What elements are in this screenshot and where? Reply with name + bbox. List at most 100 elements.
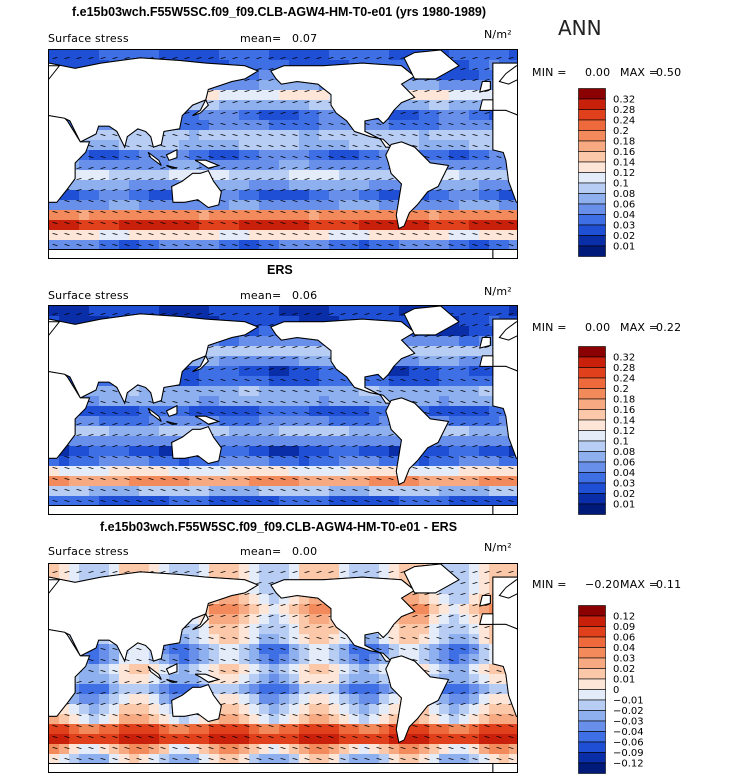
colorbar-tick-label: 0.08: [613, 447, 635, 458]
colorbar-tick-label: 0.02: [613, 489, 635, 500]
colorbar-swatch: [579, 648, 606, 659]
colorbar-tick-label: 0.01: [613, 242, 635, 253]
mean-value: 0.00: [292, 545, 317, 558]
colorbar-tick-label: 0.32: [613, 95, 635, 106]
colorbar-swatch: [579, 194, 606, 205]
colorbar-tick-label: 0.01: [613, 675, 635, 686]
colorbar-tick-label: 0.24: [613, 116, 635, 127]
colorbar-swatch: [579, 347, 606, 358]
colorbar-tick-label: 0.04: [613, 643, 635, 654]
colorbar-tick-label: 0.04: [613, 468, 635, 479]
colorbar-tick-label: 0.06: [613, 633, 635, 644]
max-value: 0.11: [656, 578, 681, 591]
colorbar-tick-label: 0.09: [613, 622, 635, 633]
colorbar-swatch: [579, 669, 606, 680]
colorbar-swatch: [579, 763, 606, 774]
colorbar-swatch: [579, 742, 606, 753]
colorbar-tick-label: 0.24: [613, 374, 635, 385]
colorbar-swatch: [579, 700, 606, 711]
surface-stress-map-diff: [48, 563, 518, 773]
colorbar-swatch: [579, 483, 606, 494]
colorbar-tick-label: −0.04: [613, 727, 644, 738]
min-value: −0.20: [585, 578, 620, 591]
colorbar-swatch: [579, 141, 606, 152]
colorbar-tick-label: 0.1: [613, 437, 629, 448]
colorbar-tick-label: 0.2: [613, 126, 629, 137]
colorbar-swatch: [579, 606, 606, 617]
colorbar-swatch: [579, 99, 606, 110]
min-value: 0.00: [585, 66, 610, 79]
colorbar-tick-label: 0.12: [613, 612, 635, 623]
units-label: N/m²: [484, 28, 512, 41]
colorbar-tick-label: 0.03: [613, 654, 635, 665]
colorbar-tick-label: 0.03: [613, 479, 635, 490]
mean-label: mean=: [240, 32, 281, 45]
colorbar-swatch: [579, 473, 606, 484]
colorbar-tick-label: 0.02: [613, 231, 635, 242]
colorbar-tick-label: 0.16: [613, 405, 635, 416]
colorbar-swatch: [579, 658, 606, 669]
colorbar-tick-label: −0.01: [613, 696, 644, 707]
colorbar-tick-label: 0.03: [613, 221, 635, 232]
colorbar-tick-label: 0.1: [613, 179, 629, 190]
panel-title-model: f.e15b03wch.F55W5SC.f09_f09.CLB-AGW4-HM-…: [72, 5, 486, 19]
colorbar-tick-label: 0.06: [613, 458, 635, 469]
colorbar-swatch: [579, 183, 606, 194]
colorbar-swatch: [579, 110, 606, 121]
colorbar-tick-label: 0.16: [613, 147, 635, 158]
max-label: MAX =: [620, 66, 658, 79]
colorbar-swatch: [579, 504, 606, 515]
surface-stress-map-model: [48, 49, 518, 259]
colorbar-swatch: [579, 452, 606, 463]
colorbar-tick-label: 0.06: [613, 200, 635, 211]
mean-label: mean=: [240, 289, 281, 302]
min-value: 0.00: [585, 321, 610, 334]
colorbar-swatch: [579, 690, 606, 701]
colorbar-tick-label: 0.14: [613, 158, 635, 169]
min-label: MIN =: [532, 66, 567, 79]
min-label: MIN =: [532, 321, 567, 334]
colorbar-swatch: [579, 462, 606, 473]
colorbar-swatch: [579, 389, 606, 400]
field-label: Surface stress: [48, 32, 129, 45]
panel-title-diff: f.e15b03wch.F55W5SC.f09_f09.CLB-AGW4-HM-…: [100, 520, 457, 534]
colorbar-tick-label: 0.32: [613, 353, 635, 364]
colorbar-swatch: [579, 753, 606, 764]
colorbar-swatch: [579, 627, 606, 638]
colorbar-swatch: [579, 494, 606, 505]
colorbar-swatch: [579, 732, 606, 743]
colorbar-swatch: [579, 616, 606, 627]
colorbar-tick-label: 0.18: [613, 137, 635, 148]
colorbar-tick-label: 0.02: [613, 664, 635, 675]
min-label: MIN =: [532, 578, 567, 591]
colorbar-swatch: [579, 120, 606, 131]
colorbar-swatch: [579, 431, 606, 442]
colorbar-swatch: [579, 152, 606, 163]
colorbar-tick-label: 0.14: [613, 416, 635, 427]
colorbar-swatch: [579, 679, 606, 690]
panel-title-ers: ERS: [267, 263, 293, 277]
colorbar-tick-label: −0.06: [613, 738, 644, 749]
mean-label: mean=: [240, 545, 281, 558]
colorbar-tick-label: 0.12: [613, 168, 635, 179]
season-label: ANN: [558, 16, 602, 40]
colorbar-tick-label: 0.08: [613, 189, 635, 200]
colorbar-swatch: [579, 225, 606, 236]
colorbar-tick-label: −0.02: [613, 706, 644, 717]
units-label: N/m²: [484, 285, 512, 298]
colorbar-tick-label: 0.01: [613, 500, 635, 511]
max-value: 0.22: [656, 321, 681, 334]
colorbar-swatch: [579, 368, 606, 379]
colorbar-swatch: [579, 131, 606, 142]
colorbar-swatch: [579, 711, 606, 722]
max-label: MAX =: [620, 578, 658, 591]
colorbar-tick-label: 0.2: [613, 384, 629, 395]
colorbar-swatch: [579, 204, 606, 215]
mean-value: 0.07: [292, 32, 317, 45]
max-value: 0.50: [656, 66, 681, 79]
colorbar-tick-label: −0.09: [613, 748, 644, 759]
colorbar-tick-label: 0: [613, 685, 619, 696]
colorbar-swatch: [579, 399, 606, 410]
